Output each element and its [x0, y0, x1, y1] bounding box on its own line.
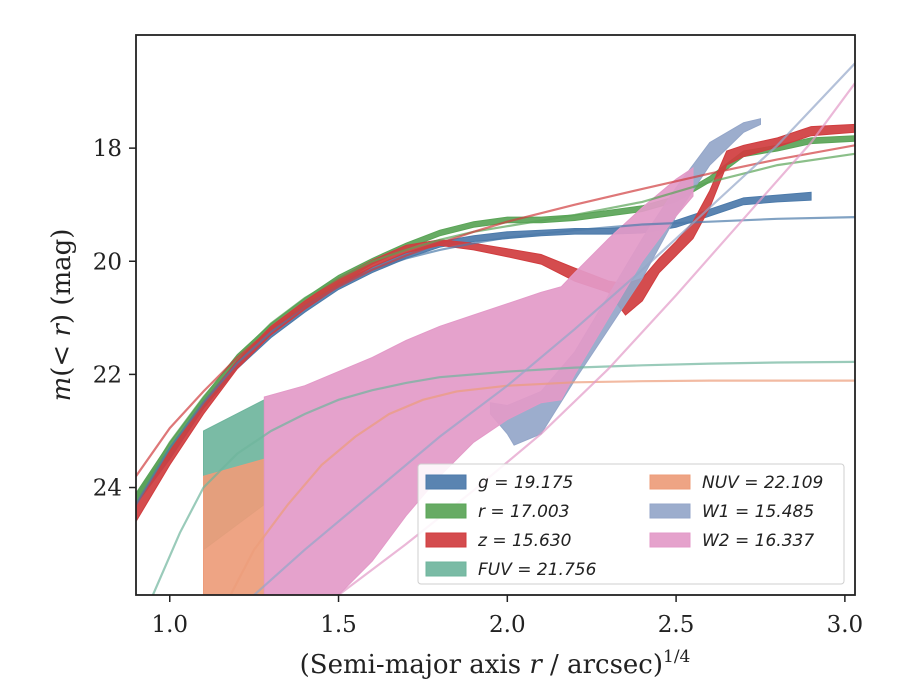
- legend-label-w2: W2 = 16.337: [702, 531, 814, 551]
- svg-text:(Semi-major axis r / arcsec)1/: (Semi-major axis r / arcsec)1/4: [300, 647, 691, 680]
- legend-swatch-nuv: [649, 474, 691, 490]
- legend-label-z: z = 15.630: [477, 531, 571, 551]
- x-tick-label: 2.5: [658, 612, 695, 638]
- y-tick-label: 24: [93, 476, 122, 502]
- plot-frame: [135, 34, 856, 596]
- legend-label-nuv: NUV = 22.109: [702, 473, 823, 493]
- x-tick-label: 3.0: [827, 612, 864, 638]
- x-axis-ticks: 1.0 1.5 2.0 2.5 3.0: [151, 595, 863, 638]
- legend-swatch-r: [425, 503, 467, 519]
- y-axis-ticks: 18 20 22 24: [93, 136, 136, 502]
- y-tick-label: 20: [93, 249, 122, 275]
- legend-frame: [417, 463, 845, 585]
- y-tick-label: 18: [93, 136, 122, 162]
- model-curve-nuv: [229, 379, 855, 595]
- x-axis-label: (Semi-major axis r / arcsec)1/4: [300, 647, 691, 680]
- svg-text:m(< r) (mag): m(< r) (mag): [47, 229, 77, 402]
- x-tick-label: 1.5: [320, 612, 357, 638]
- legend-swatch-z: [425, 532, 467, 548]
- model-curve-fuv: [151, 360, 855, 595]
- band-w2: [263, 166, 694, 595]
- legend-swatch-g: [425, 474, 467, 490]
- y-axis-label: m(< r) (mag): [47, 229, 77, 402]
- model-curve-g: [136, 216, 855, 506]
- legend-swatch-fuv: [425, 561, 467, 577]
- y-tick-label: 22: [93, 362, 122, 388]
- x-tick-label: 2.0: [489, 612, 526, 638]
- model-curve-z: [136, 144, 855, 477]
- model-curve-r: [136, 152, 855, 500]
- legend-swatch-w1: [649, 503, 691, 519]
- model-curve-w1: [253, 62, 855, 595]
- legend-swatch-w2: [649, 532, 691, 548]
- x-tick-label: 1.0: [151, 612, 188, 638]
- legend-label-fuv: FUV = 21.756: [478, 560, 597, 580]
- legend-label-g: g = 19.175: [478, 473, 573, 493]
- legend: g = 19.175 r = 17.003 z = 15.630 FUV = 21.7…: [417, 463, 845, 585]
- legend-label-w1: W1 = 15.485: [702, 502, 814, 522]
- legend-label-r: r = 17.003: [478, 502, 570, 522]
